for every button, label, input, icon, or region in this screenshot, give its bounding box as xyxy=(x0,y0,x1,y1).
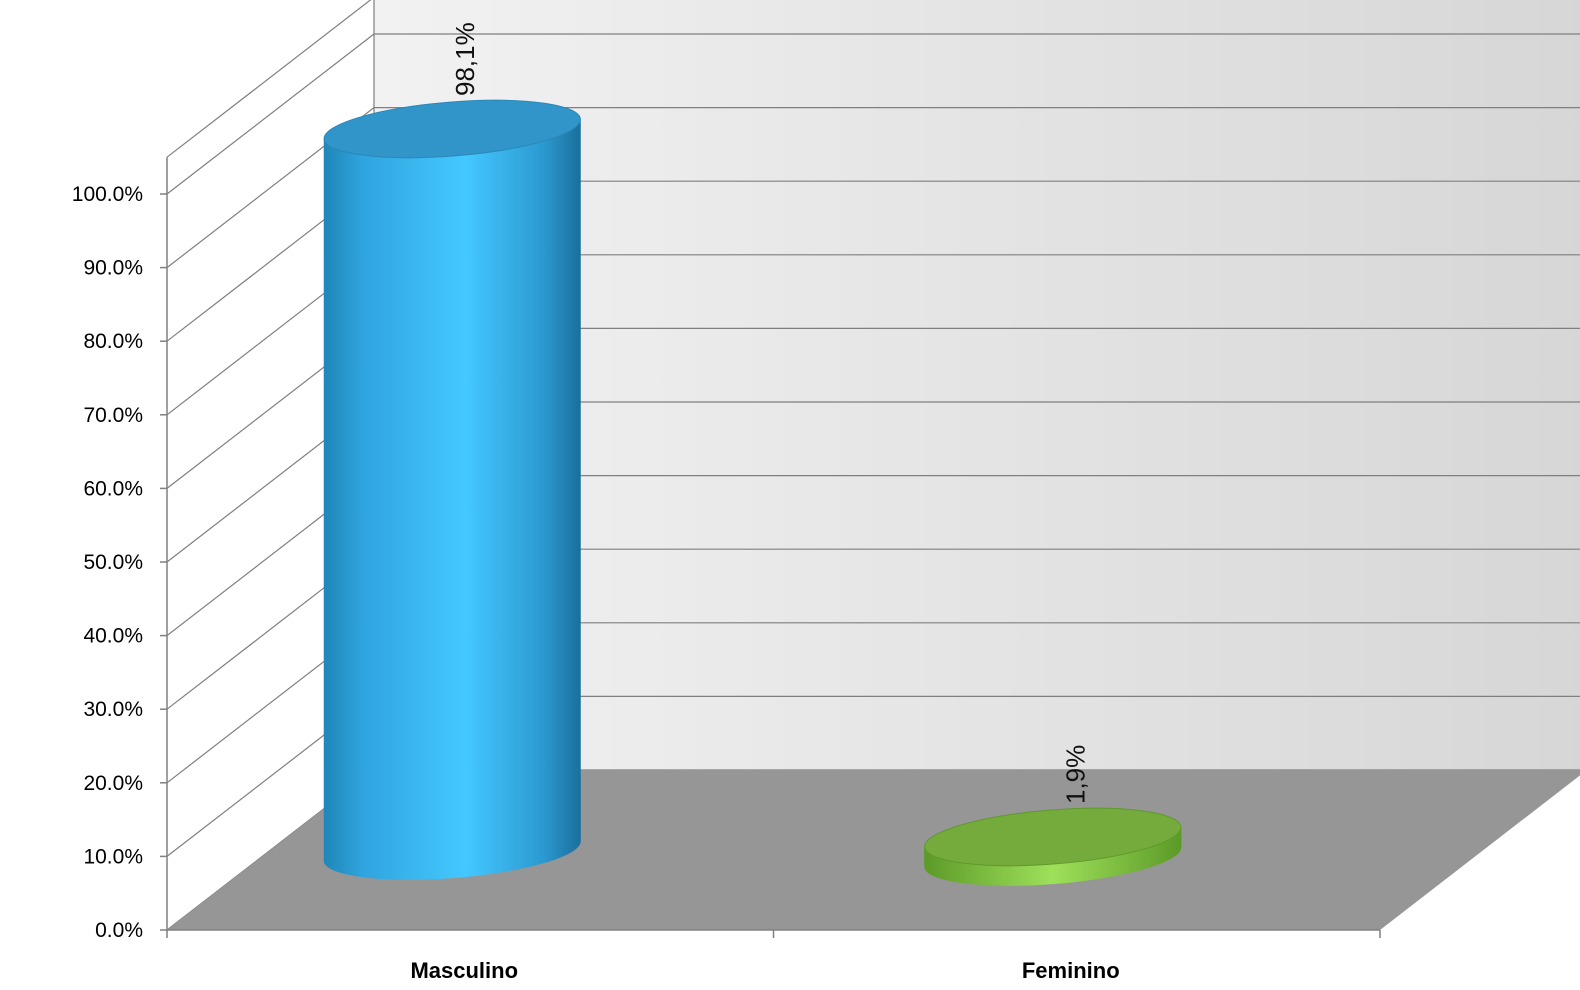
y-tick-label: 80.0% xyxy=(83,330,143,353)
y-tick-label: 90.0% xyxy=(83,257,143,280)
y-tick-label: 60.0% xyxy=(83,477,143,500)
category-label-feminino: Feminino xyxy=(1022,958,1120,983)
y-tick-label: 0.0% xyxy=(95,919,143,942)
y-tick-label: 20.0% xyxy=(83,772,143,795)
y-tick-label: 30.0% xyxy=(83,698,143,721)
frame-top-side xyxy=(166,0,372,158)
data-label-masculino: 98,1% xyxy=(450,22,480,96)
bar-masculino-top xyxy=(323,99,581,159)
y-tick-label: 50.0% xyxy=(83,551,143,574)
data-label-feminino: 1,9% xyxy=(1061,745,1091,804)
bar-masculino-body xyxy=(323,118,581,880)
y-tick-label: 100.0% xyxy=(72,183,143,206)
side-wall xyxy=(167,0,374,930)
gridline-side xyxy=(166,33,375,195)
y-tick-label: 10.0% xyxy=(83,845,143,868)
y-tick-label: 70.0% xyxy=(83,404,143,427)
y-tick-label: 40.0% xyxy=(83,625,143,648)
category-label-masculino: Masculino xyxy=(410,958,518,983)
bar-feminino-top xyxy=(924,807,1182,867)
